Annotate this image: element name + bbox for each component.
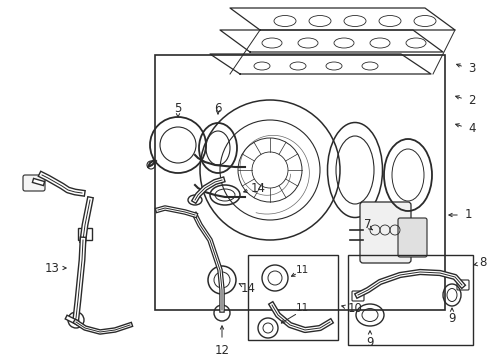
FancyBboxPatch shape (398, 218, 427, 257)
Text: 2: 2 (468, 94, 476, 107)
Text: 13: 13 (45, 261, 59, 274)
Bar (248, 255, 338, 340)
Text: 14: 14 (250, 181, 266, 194)
Text: 3: 3 (468, 62, 476, 75)
FancyBboxPatch shape (360, 202, 411, 263)
Text: 12: 12 (215, 343, 229, 356)
Bar (348, 255, 473, 345)
Text: 11: 11 (295, 265, 309, 275)
Bar (78, 228, 92, 240)
Text: 10: 10 (348, 302, 363, 315)
Text: 5: 5 (174, 102, 182, 114)
Text: 8: 8 (479, 256, 487, 269)
FancyBboxPatch shape (23, 175, 45, 191)
Text: 7: 7 (364, 219, 372, 231)
Text: 9: 9 (448, 311, 456, 324)
Text: 4: 4 (468, 122, 476, 135)
Text: 6: 6 (214, 102, 222, 114)
Text: 11: 11 (295, 303, 309, 313)
Bar (155, 55, 445, 310)
Text: 14: 14 (241, 282, 255, 294)
Text: 1: 1 (464, 208, 472, 221)
Text: 9: 9 (366, 336, 374, 348)
